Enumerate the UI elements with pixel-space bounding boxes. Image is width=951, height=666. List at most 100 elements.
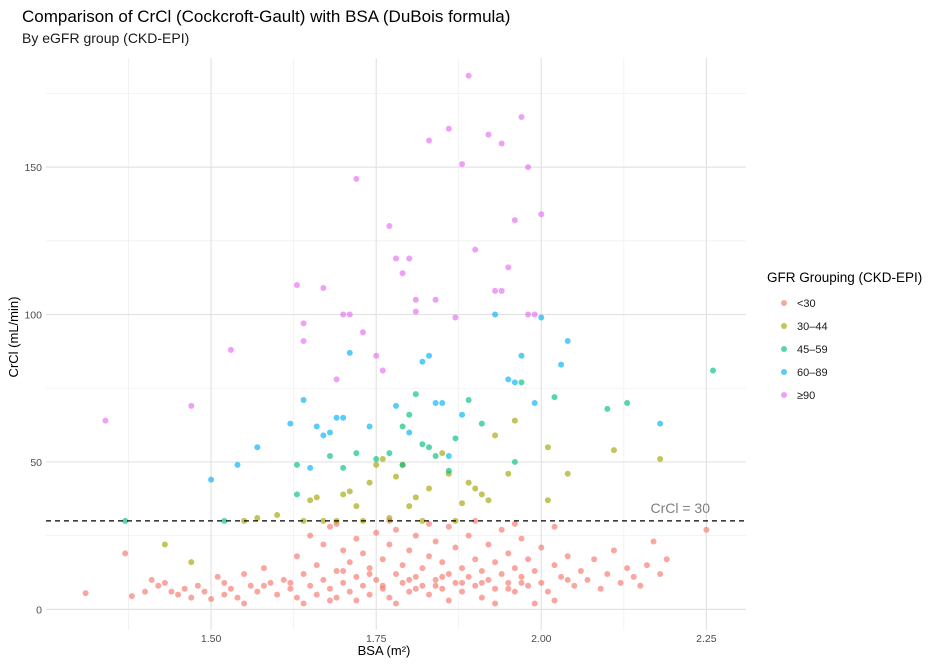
data-point <box>525 556 532 563</box>
data-point <box>412 573 419 580</box>
data-point <box>551 394 558 401</box>
data-point <box>445 597 452 604</box>
data-point <box>208 476 215 483</box>
data-point <box>241 570 248 577</box>
data-point <box>340 547 347 554</box>
data-point <box>300 570 307 577</box>
data-point <box>492 432 499 439</box>
data-point <box>346 488 353 495</box>
data-point <box>465 479 472 486</box>
data-point <box>597 585 604 592</box>
data-point <box>412 391 419 398</box>
data-point <box>525 311 532 318</box>
data-point <box>485 576 492 583</box>
data-point <box>326 453 333 460</box>
data-point <box>333 568 340 575</box>
data-point <box>478 594 485 601</box>
data-point <box>452 579 459 586</box>
data-point <box>518 113 525 120</box>
data-point <box>393 526 399 533</box>
data-point <box>373 529 380 536</box>
legend-label: ≥90 <box>797 390 815 402</box>
grid-lines <box>46 58 746 630</box>
data-point <box>300 397 307 404</box>
x-tick-label: 2.00 <box>531 633 552 645</box>
data-point <box>353 597 360 604</box>
y-axis-ticks: 0 50 100 150 <box>24 162 42 616</box>
data-point <box>426 553 433 560</box>
data-point <box>359 582 366 589</box>
y-tick-label: 50 <box>30 457 42 469</box>
data-point <box>478 420 485 427</box>
legend-swatch <box>781 300 787 306</box>
data-point <box>459 588 466 595</box>
data-point <box>624 399 631 406</box>
y-tick-label: 150 <box>24 162 42 174</box>
data-point <box>386 594 393 601</box>
data-point <box>505 579 512 586</box>
data-point <box>511 520 518 527</box>
x-tick-label: 1.50 <box>201 633 222 645</box>
data-point <box>439 573 446 580</box>
data-point <box>439 585 446 592</box>
data-point <box>227 585 234 592</box>
data-point <box>426 444 433 451</box>
data-point <box>333 594 340 601</box>
data-point <box>194 582 201 589</box>
data-point <box>148 576 155 583</box>
data-point <box>168 588 175 595</box>
data-point <box>518 573 525 580</box>
data-point <box>492 600 499 607</box>
data-point <box>703 526 710 533</box>
data-point <box>505 376 512 383</box>
data-point <box>505 585 512 592</box>
data-point <box>287 579 294 586</box>
data-point <box>452 435 459 442</box>
legend-title: GFR Grouping (CKD-EPI) <box>767 270 922 285</box>
data-point <box>142 588 149 595</box>
data-point <box>419 582 426 589</box>
data-point <box>478 568 485 575</box>
data-point <box>531 600 538 607</box>
data-point <box>498 140 505 147</box>
data-point <box>188 402 195 409</box>
data-point <box>492 585 499 592</box>
data-point <box>386 450 393 457</box>
data-point <box>452 314 459 321</box>
data-point <box>412 308 419 315</box>
data-point <box>511 417 518 424</box>
y-tick-label: 100 <box>24 310 42 322</box>
data-point <box>201 588 208 595</box>
data-point <box>155 582 162 589</box>
data-point <box>254 588 261 595</box>
data-point <box>379 556 386 563</box>
data-point <box>459 500 466 507</box>
data-point <box>340 464 347 471</box>
data-point <box>604 570 611 577</box>
data-point <box>346 588 353 595</box>
data-point <box>340 311 347 318</box>
data-point <box>399 270 406 277</box>
data-point <box>307 464 314 471</box>
data-point <box>313 494 320 501</box>
data-point <box>412 585 419 592</box>
data-point <box>326 523 333 530</box>
data-point <box>485 497 492 504</box>
data-point <box>293 594 300 601</box>
data-point <box>254 514 261 521</box>
data-point <box>221 591 228 598</box>
data-point <box>280 576 287 583</box>
data-point <box>531 311 538 318</box>
data-point <box>353 503 360 510</box>
chart-subtitle: By eGFR group (CKD-EPI) <box>22 30 189 46</box>
data-point <box>274 512 281 519</box>
data-point <box>472 485 479 492</box>
data-point <box>478 491 485 498</box>
data-point <box>459 565 466 572</box>
x-axis-ticks: 1.50 1.75 2.00 2.25 <box>201 633 717 645</box>
data-point <box>472 517 479 524</box>
data-point <box>307 582 314 589</box>
data-point <box>161 541 168 548</box>
data-point <box>406 588 413 595</box>
data-point <box>439 399 446 406</box>
